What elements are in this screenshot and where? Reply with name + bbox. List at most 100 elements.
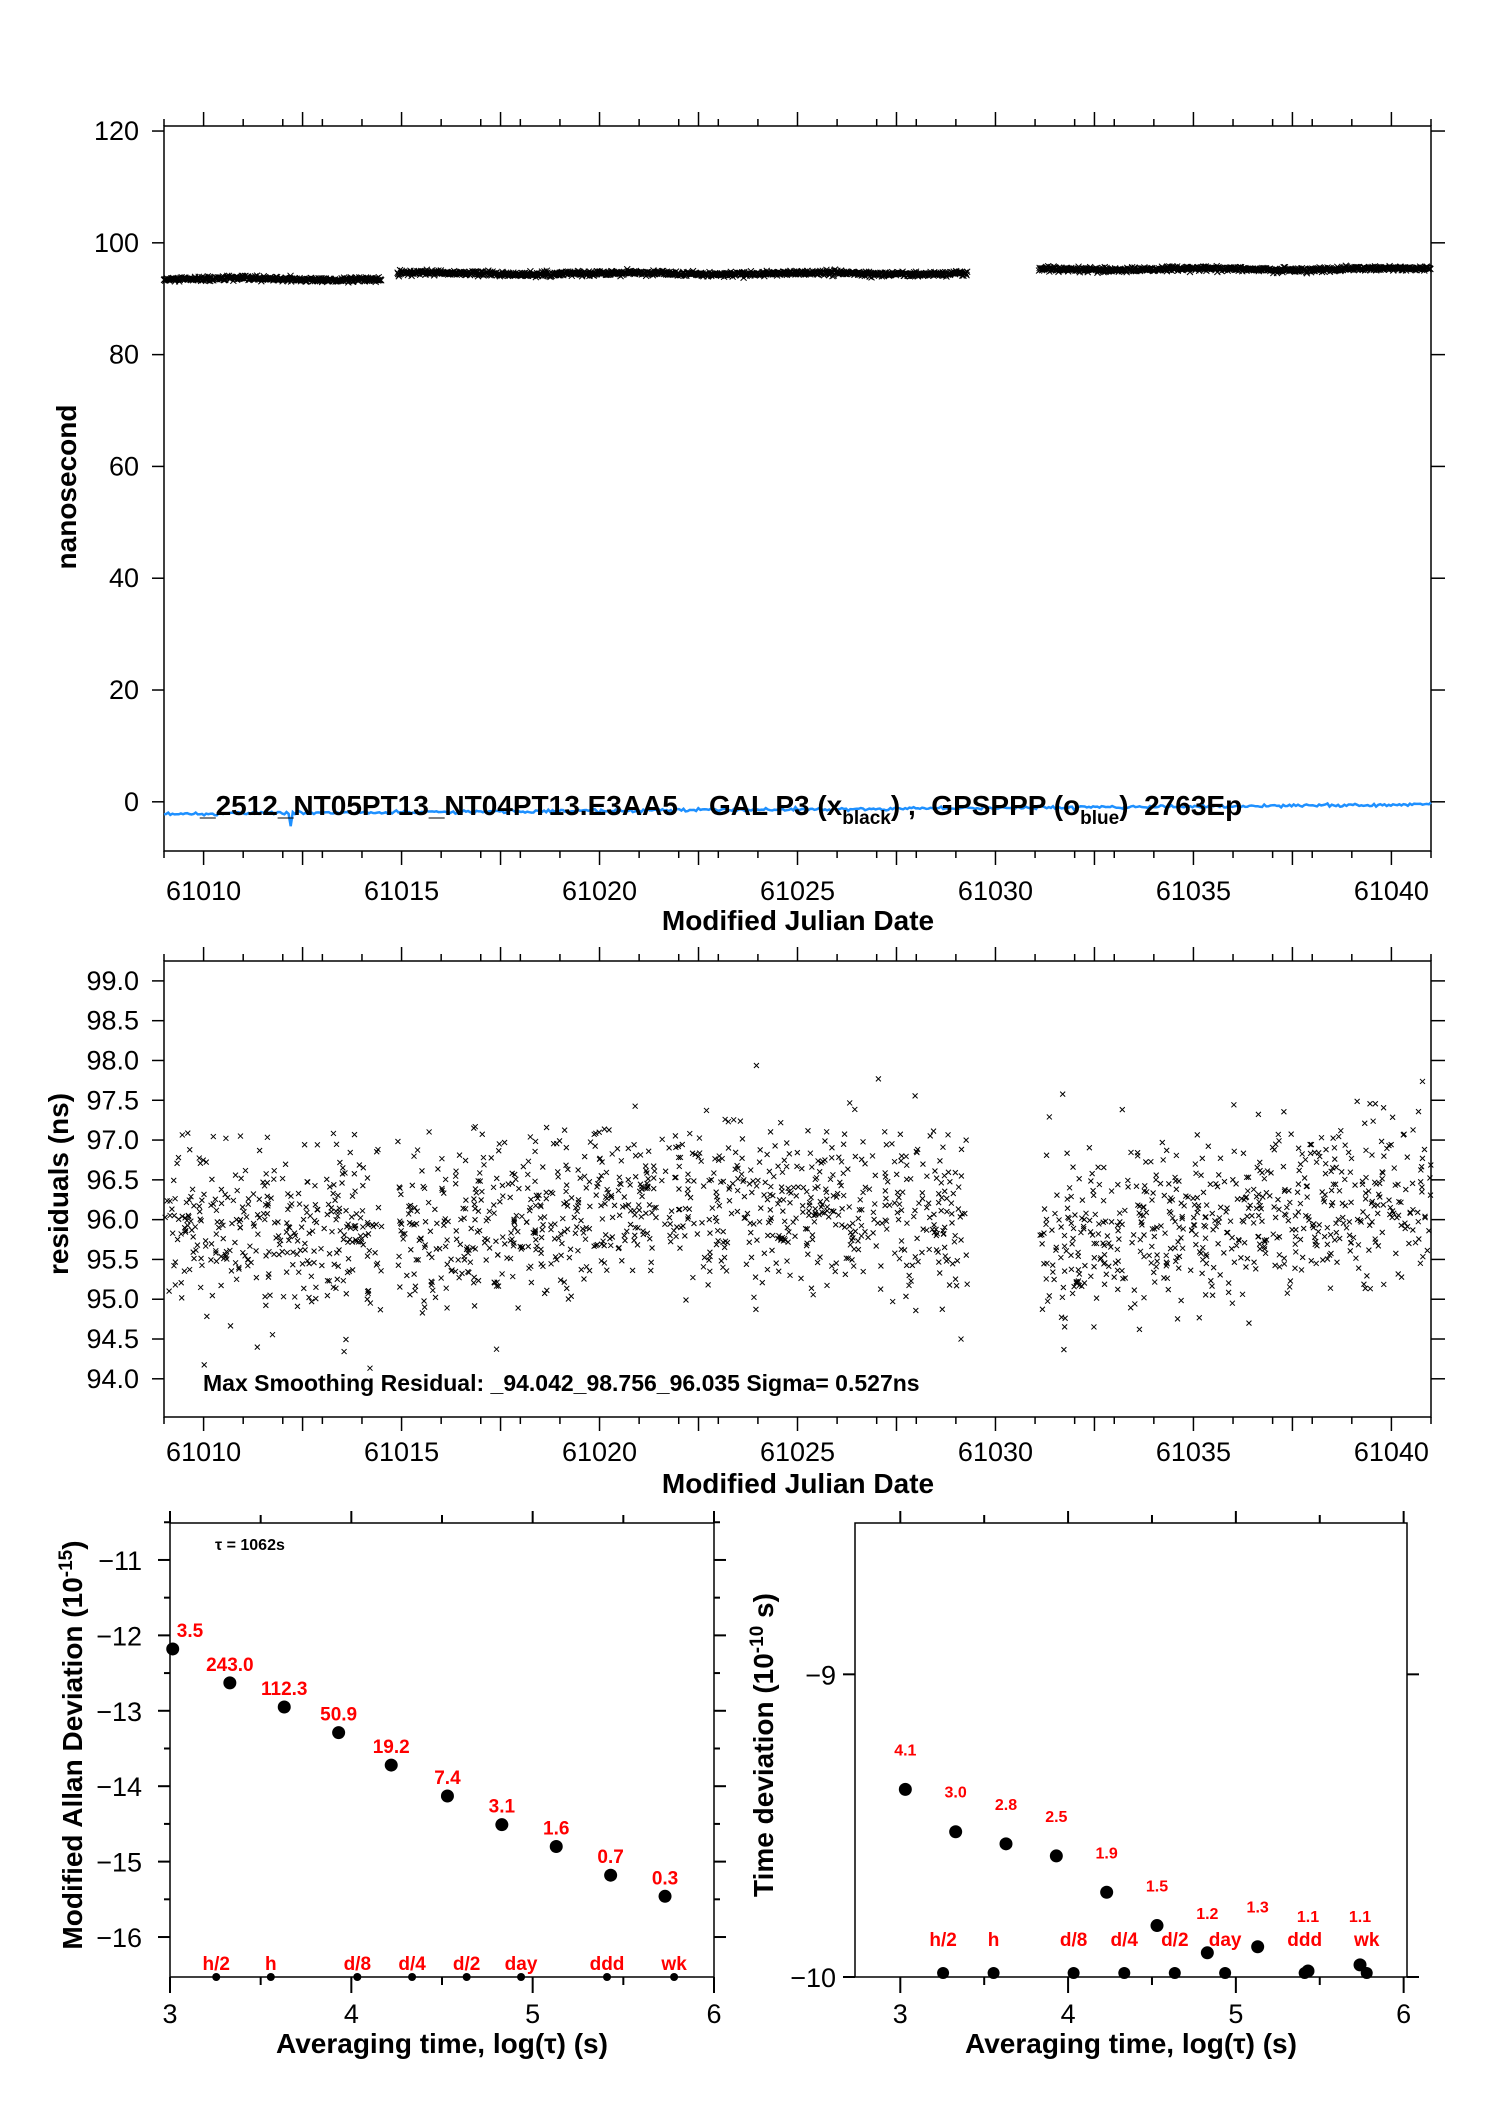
data-point — [781, 1235, 788, 1242]
data-point — [1181, 1202, 1188, 1209]
data-point — [807, 1150, 814, 1157]
data-point — [1068, 1193, 1075, 1200]
data-point — [571, 1214, 578, 1221]
data-point — [653, 1204, 659, 1211]
data-point — [756, 1218, 763, 1225]
data-point — [810, 1291, 817, 1298]
data-point — [959, 1211, 966, 1217]
data-point — [1049, 1227, 1055, 1233]
data-point — [870, 1230, 876, 1236]
data-point — [817, 1198, 824, 1205]
data-point — [541, 1290, 548, 1297]
data-point — [869, 1153, 876, 1159]
data-point — [1303, 1183, 1310, 1190]
data-point — [1316, 1222, 1323, 1228]
data-point — [787, 1272, 793, 1279]
data-point — [323, 1176, 330, 1183]
data-point — [189, 1186, 196, 1193]
data-point — [903, 1162, 910, 1169]
data-point — [1063, 1248, 1070, 1254]
data-point — [1161, 1192, 1168, 1199]
data-point — [1061, 1232, 1068, 1239]
data-point — [750, 1221, 757, 1227]
data-point — [373, 1148, 380, 1155]
data-point — [399, 1231, 406, 1237]
data-point — [196, 1208, 203, 1215]
data-point — [804, 1226, 811, 1232]
data-point — [283, 1269, 290, 1276]
data-point — [527, 1134, 534, 1140]
time-series-plot: 61010 61015 61020 61025 61030 61035 6104002040… — [94, 112, 1445, 906]
data-point — [541, 1214, 548, 1220]
data-point — [476, 1170, 483, 1176]
data-point — [309, 1228, 316, 1235]
data-point — [260, 1179, 266, 1186]
data-point — [440, 1190, 447, 1196]
data-point — [616, 1244, 622, 1251]
data-point — [412, 1287, 418, 1294]
data-point — [1095, 1221, 1102, 1227]
data-point — [874, 1220, 881, 1226]
data-point — [440, 1789, 454, 1803]
data-point — [1315, 1228, 1322, 1235]
data-point — [220, 1255, 227, 1262]
legend-text: _2512_NT05PT13_NT04PT13.E3AA5 GAL P3 (xb… — [199, 790, 1242, 829]
data-point — [964, 1281, 971, 1288]
data-point — [811, 1218, 818, 1225]
data-point — [1362, 1285, 1369, 1292]
data-point — [333, 1141, 340, 1148]
data-point — [279, 1175, 286, 1182]
data-point — [932, 1168, 938, 1174]
data-point — [304, 1209, 310, 1216]
data-point — [1380, 1170, 1386, 1176]
data-point — [443, 1285, 450, 1292]
data-point — [396, 1284, 403, 1290]
data-point — [345, 1239, 351, 1246]
data-point — [425, 1199, 432, 1206]
data-point — [563, 1182, 570, 1188]
data-point — [857, 1196, 864, 1203]
data-point — [637, 1181, 644, 1188]
data-point — [1058, 1254, 1064, 1261]
data-point — [174, 1160, 180, 1167]
data-point — [919, 1195, 926, 1202]
data-point — [182, 1229, 189, 1236]
data-point — [303, 1204, 309, 1210]
data-point — [631, 1232, 638, 1239]
data-point — [1129, 1239, 1135, 1246]
data-point — [750, 1178, 756, 1184]
data-point — [812, 1185, 818, 1192]
data-point — [592, 1143, 599, 1149]
data-point — [795, 1184, 802, 1190]
data-point — [574, 1208, 580, 1215]
y-tick-label: −14 — [96, 1772, 142, 1802]
data-point — [294, 1251, 300, 1258]
plot-frame — [169, 1522, 715, 1978]
data-point — [785, 1185, 792, 1192]
data-point — [302, 1240, 308, 1247]
data-point — [877, 1286, 884, 1293]
data-point — [1378, 1138, 1385, 1145]
interval-marker-label: wk — [660, 1954, 687, 1975]
data-point — [907, 1175, 914, 1182]
data-point — [519, 1244, 526, 1251]
data-point — [1412, 1239, 1419, 1246]
data-point — [486, 1245, 493, 1251]
data-point — [462, 1157, 469, 1164]
data-point — [1361, 1281, 1367, 1288]
data-point — [565, 1296, 572, 1302]
data-point — [645, 1148, 652, 1155]
data-point — [748, 1189, 755, 1196]
data-point — [738, 1171, 745, 1178]
data-point — [1407, 1209, 1413, 1216]
data-point — [632, 1103, 639, 1110]
point-label: 1.1 — [1349, 1909, 1371, 1926]
data-point — [566, 1254, 573, 1261]
data-point — [312, 1295, 319, 1302]
data-point — [1157, 1180, 1164, 1187]
data-point — [232, 1259, 239, 1266]
interval-marker-point — [266, 1973, 275, 1981]
data-point — [734, 1208, 741, 1215]
data-point — [365, 1222, 371, 1228]
data-point — [764, 1232, 771, 1239]
